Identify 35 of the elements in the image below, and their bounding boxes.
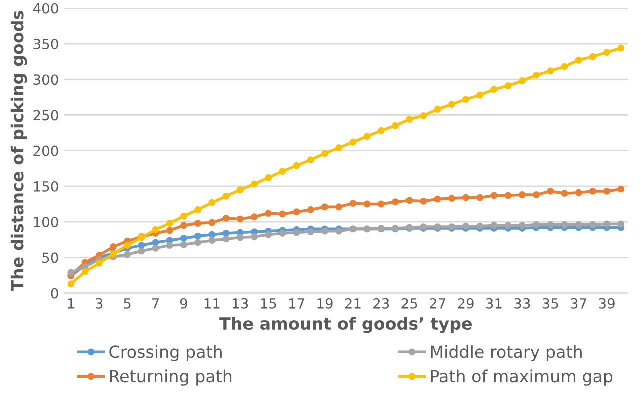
- y-tick-label: 200: [34, 146, 58, 156]
- x-tick-label: 33: [514, 298, 530, 309]
- x-axis-title: The amount of goods’ type: [220, 317, 472, 334]
- y-axis-title: The distance of picking goods: [10, 11, 28, 292]
- x-tick-label: 15: [261, 298, 276, 309]
- x-tick-label: 35: [542, 298, 558, 309]
- x-tick-label: 39: [599, 298, 615, 309]
- x-tick-label: 29: [458, 298, 474, 309]
- y-tick-label: 50: [42, 252, 58, 264]
- y-tick-label: 250: [34, 110, 58, 121]
- legend-label: Crossing path: [110, 345, 222, 362]
- x-tick-label: 1: [68, 298, 74, 309]
- y-tick-label: 400: [33, 3, 58, 14]
- x-tick-label: 23: [374, 298, 390, 309]
- x-tick-label: 21: [345, 298, 361, 309]
- x-tick-label: 11: [204, 298, 220, 309]
- y-tick-label: 100: [34, 217, 58, 228]
- y-tick-label: 300: [34, 74, 58, 86]
- legend-label: Middle rotary path: [431, 345, 582, 362]
- x-tick-label: 19: [318, 298, 333, 309]
- x-tick-label: 31: [486, 298, 502, 309]
- x-tick-label: 13: [233, 298, 248, 309]
- x-tick-label: 27: [430, 298, 446, 309]
- x-tick-label: 7: [152, 298, 159, 309]
- x-tick-label: 9: [180, 298, 188, 309]
- legend-label: Path of maximum gap: [431, 370, 613, 386]
- x-tick-label: 5: [124, 298, 131, 309]
- x-tick-label: 25: [402, 298, 418, 309]
- x-tick-label: 3: [96, 298, 103, 309]
- y-tick-label: 150: [34, 181, 58, 192]
- legend-label: Returning path: [110, 370, 232, 386]
- x-tick-label: 17: [289, 298, 304, 309]
- x-tick-label: 37: [571, 298, 586, 309]
- y-tick-label: 0: [51, 288, 58, 299]
- y-tick-label: 350: [34, 38, 58, 50]
